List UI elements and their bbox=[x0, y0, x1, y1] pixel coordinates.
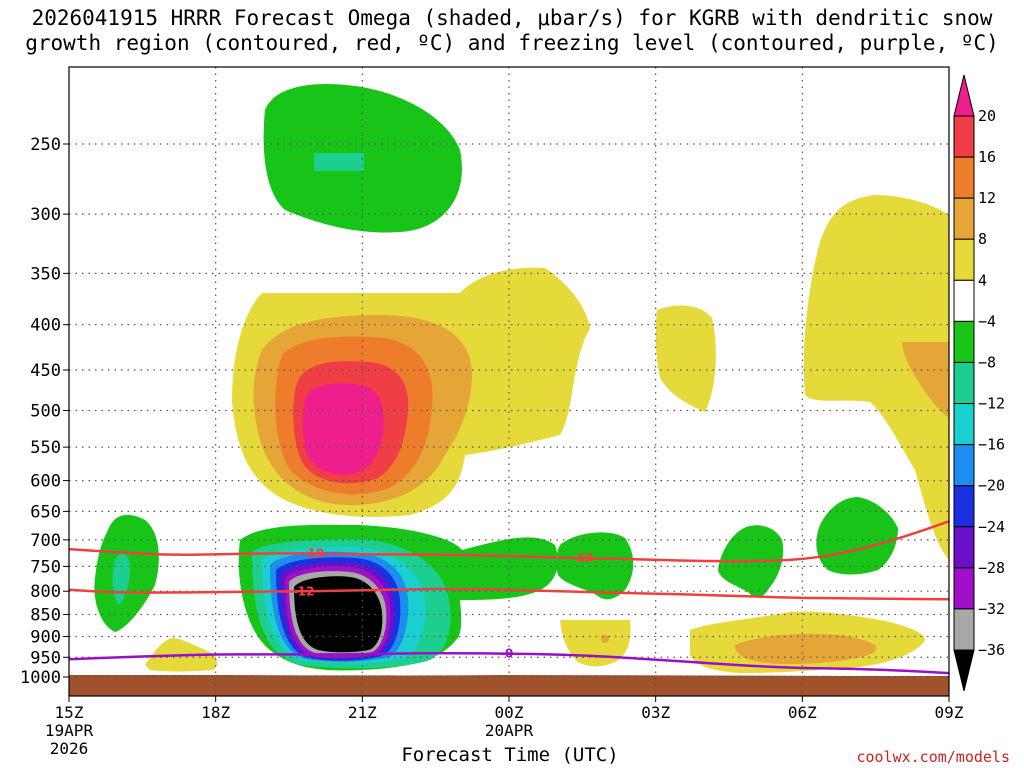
colorbar-bin bbox=[953, 320, 975, 363]
subsidence-patch-02z bbox=[560, 620, 631, 667]
colorbar-label: −4 bbox=[978, 312, 996, 330]
colorbar-max-triangle bbox=[953, 74, 975, 117]
colorbar-bin bbox=[953, 567, 975, 610]
colorbar-label: −32 bbox=[978, 600, 1005, 618]
subsidence-right-core bbox=[902, 342, 949, 418]
colorbar-label: 8 bbox=[978, 230, 987, 248]
subsidence-max bbox=[302, 383, 384, 475]
contour--18 bbox=[69, 520, 949, 563]
y-tick-label: 450 bbox=[30, 361, 61, 381]
y-tick-label: 650 bbox=[30, 502, 61, 522]
colorbar-bin bbox=[953, 279, 975, 322]
colorbar-label: −28 bbox=[978, 559, 1005, 577]
x-tick-date: 20APR bbox=[485, 721, 534, 740]
ascent-patch-02z bbox=[555, 532, 634, 600]
y-tick-label: 250 bbox=[30, 135, 61, 155]
x-tick-label: 06Z bbox=[788, 703, 817, 722]
x-tick-label: 21Z bbox=[348, 703, 377, 722]
y-tick-label: 300 bbox=[30, 205, 61, 225]
colorbar-bin bbox=[953, 403, 975, 446]
colorbar-label: −36 bbox=[978, 641, 1005, 659]
y-tick-label: 350 bbox=[30, 264, 61, 284]
y-tick-label: 950 bbox=[30, 648, 61, 668]
colorbar-bin bbox=[953, 526, 975, 569]
colorbar-label: 4 bbox=[978, 271, 987, 289]
x-tick-label: 00Z bbox=[495, 703, 524, 722]
colorbar-min-triangle bbox=[953, 649, 975, 692]
colorbar-bin bbox=[953, 485, 975, 528]
y-tick-label: 800 bbox=[30, 582, 61, 602]
colorbar-label: −8 bbox=[978, 353, 996, 371]
upper-ascent-core bbox=[314, 153, 364, 171]
x-tick-label: 09Z bbox=[935, 703, 964, 722]
y-tick-label: 850 bbox=[30, 606, 61, 626]
colorbar-bin bbox=[953, 197, 975, 240]
x-tick-date: 19APR bbox=[45, 721, 94, 740]
colorbar-bin bbox=[953, 238, 975, 281]
y-tick-label: 900 bbox=[30, 627, 61, 647]
colorbar-bin bbox=[953, 444, 975, 487]
subsidence-patch-03z bbox=[655, 305, 716, 412]
colorbar-label: 12 bbox=[978, 189, 996, 207]
chart-title: 2026041915 HRRR Forecast Omega (shaded, … bbox=[0, 6, 1024, 56]
y-tick-label: 700 bbox=[30, 531, 61, 551]
x-tick-label: 15Z bbox=[55, 703, 84, 722]
y-tick-label: 750 bbox=[30, 557, 61, 577]
y-tick-label: 550 bbox=[30, 438, 61, 458]
contour-0 bbox=[69, 651, 949, 675]
contour-label: -12 bbox=[293, 584, 315, 598]
colorbar-bin bbox=[953, 608, 975, 651]
shaded-field bbox=[69, 84, 949, 696]
x-tick-label: 03Z bbox=[641, 703, 670, 722]
colorbar-bin bbox=[953, 361, 975, 405]
colorbar-label: 16 bbox=[978, 148, 996, 166]
colorbar-bin bbox=[953, 156, 975, 199]
credit-link[interactable]: coolwx.com/models bbox=[856, 748, 1010, 766]
contour-label: -18 bbox=[303, 546, 325, 560]
chart-title-line-2: growth region (contoured, red, ºC) and f… bbox=[25, 31, 999, 55]
y-axis: 2503003504004505005506006507007508008509… bbox=[20, 135, 69, 688]
colorbar-label: −12 bbox=[978, 395, 1005, 413]
colorbar-label: 20 bbox=[978, 107, 996, 125]
x-tick-year: 2026 bbox=[50, 739, 89, 758]
x-tick-label: 18Z bbox=[201, 703, 230, 722]
y-tick-label: 1000 bbox=[20, 668, 61, 688]
colorbar: 20 16 12 8 4 −4 −8 −12 −16 −20 −24 −28 −32 −36 bbox=[953, 74, 1005, 692]
gridlines bbox=[69, 67, 949, 696]
y-tick-label: 500 bbox=[30, 402, 61, 422]
contour-label: -18 bbox=[571, 551, 593, 565]
subsidence-right-region bbox=[803, 195, 949, 560]
colorbar-bin bbox=[953, 115, 975, 158]
colorbar-label: −24 bbox=[978, 518, 1005, 536]
chart-title-line-1: 2026041915 HRRR Forecast Omega (shaded, … bbox=[31, 6, 993, 30]
ascent-max bbox=[294, 576, 383, 653]
y-tick-label: 400 bbox=[30, 316, 61, 336]
ascent-patch-07z bbox=[816, 497, 898, 575]
y-tick-label: 600 bbox=[30, 472, 61, 492]
contour-lines: -18 -18 -12 0 bbox=[69, 520, 949, 675]
contour-label: 0 bbox=[505, 647, 513, 661]
colorbar-label: −16 bbox=[978, 436, 1005, 454]
contour--12 bbox=[69, 587, 949, 601]
subsidence-lowlevel-east-core bbox=[735, 633, 877, 664]
colorbar-label: −20 bbox=[978, 477, 1005, 495]
x-axis-title: Forecast Time (UTC) bbox=[401, 744, 619, 766]
